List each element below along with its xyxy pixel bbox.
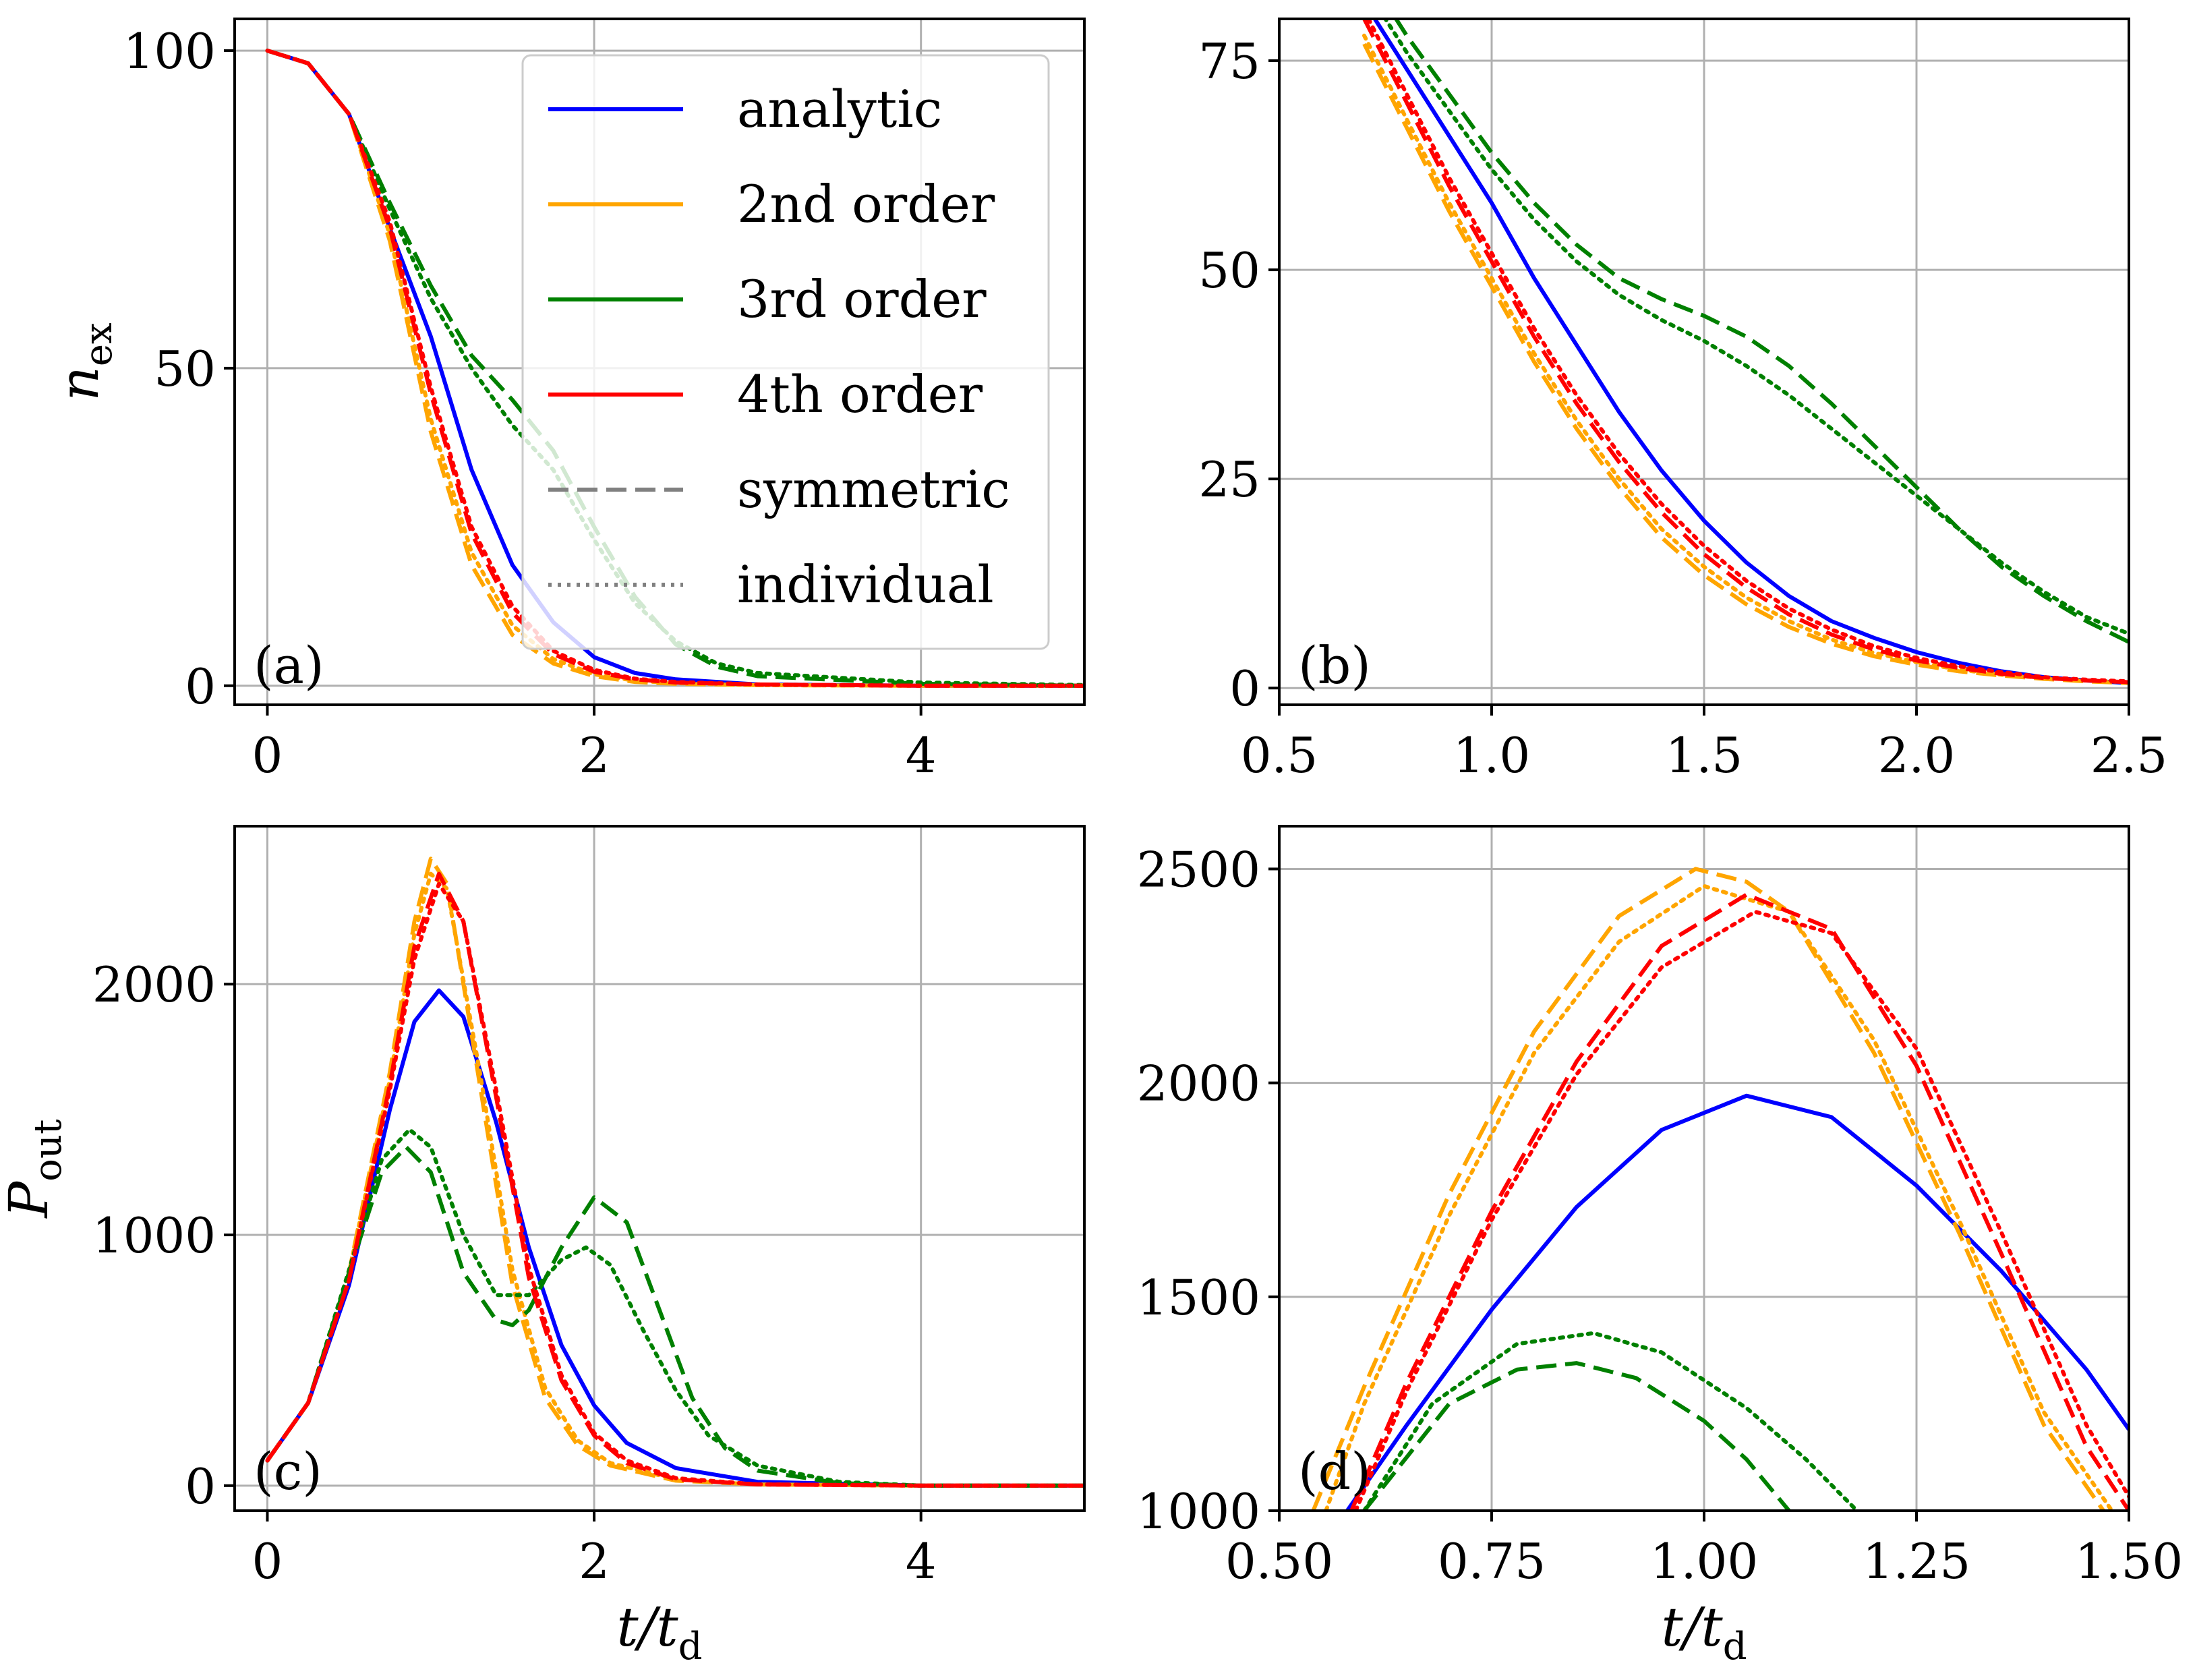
series-line-3rd-order-symmetric: [266, 1145, 1084, 1488]
panel-a: 0 2 4 0 50 100 (a) nex analytic 2nd order 3rd orde…: [48, 18, 1086, 784]
series-line-4th-order-symmetric: [266, 49, 1084, 688]
series-line-3rd-order-individual: [1382, 19, 2129, 636]
x-tick-label: 2: [579, 727, 610, 784]
series-line-2nd-order-symmetric: [266, 857, 1084, 1488]
panel-c: 0 2 4 0 1000 2000 (c) Pout t/td: [0, 825, 1086, 1669]
legend-entry-label: symmetric: [737, 459, 1010, 519]
series-line-2nd-order-symmetric: [1362, 42, 2129, 685]
legend-entry-label: individual: [737, 554, 994, 614]
series-line-4th-order-individual: [1366, 19, 2129, 684]
series-line-2nd-order-individual: [1362, 33, 2129, 685]
panel-label: (a): [254, 635, 324, 695]
x-tick-label: 2: [579, 1533, 610, 1590]
x-tick-label: 0: [252, 727, 283, 784]
plot-frame: [233, 18, 1086, 706]
x-tick-label: 4: [906, 1533, 937, 1590]
y-tick-label: 25: [1198, 451, 1260, 508]
y-tick-label: 100: [123, 23, 216, 80]
series-line-2nd-order-individual: [265, 871, 1084, 1488]
x-tick-label: 1.25: [1863, 1533, 1970, 1590]
x-tick-label: 2.0: [1878, 727, 1956, 784]
x-tick-label: 0: [252, 1533, 283, 1590]
y-tick-label: 2500: [1137, 841, 1260, 898]
panel-label: (c): [254, 1441, 322, 1501]
y-tick-label: 0: [1229, 660, 1260, 717]
y-tick-label: 50: [1198, 242, 1260, 299]
x-tick-label: 4: [906, 727, 937, 784]
series-line-4th-order-individual: [1353, 909, 2129, 1511]
series-line-4th-order-symmetric: [1349, 892, 2129, 1511]
y-tick-label: 1500: [1137, 1269, 1260, 1326]
series-line-3rd-order-symmetric: [1362, 1361, 1791, 1511]
series-line-4th-order-individual: [265, 49, 1084, 688]
x-tick-label: 1.0: [1453, 727, 1531, 784]
series-line-3rd-order-symmetric: [1393, 19, 2129, 644]
y-tick-label: 75: [1198, 33, 1260, 90]
series-line-4th-order-symmetric: [266, 871, 1084, 1488]
y-tick-label: 0: [185, 1458, 216, 1515]
y-tick-label: 2000: [1137, 1055, 1260, 1112]
series-line-4th-order-individual: [265, 881, 1084, 1488]
axis-label: t/td: [1661, 1596, 1747, 1669]
x-tick-label: 0.50: [1225, 1533, 1333, 1590]
y-tick-label: 1000: [1137, 1483, 1260, 1540]
y-tick-label: 0: [185, 658, 216, 715]
series-line-3rd-order-individual: [265, 1127, 1084, 1488]
series-line-2nd-order-individual: [1324, 884, 2114, 1511]
legend-entry-label: analytic: [737, 79, 942, 139]
y-tick-label: 50: [154, 341, 216, 397]
y-tick-label: 2000: [92, 956, 216, 1013]
plot-frame: [233, 825, 1086, 1512]
x-tick-label: 1.00: [1650, 1533, 1758, 1590]
axis-label: t/td: [616, 1596, 702, 1669]
axis-label: Pout: [0, 1119, 70, 1219]
x-tick-label: 2.5: [2090, 727, 2168, 784]
legend-entry-label: 3rd order: [737, 269, 987, 329]
panel-label: (d): [1298, 1441, 1371, 1501]
panel-b: 0.5 1.0 1.5 2.0 2.5 0 25 50 75 (b): [1198, 18, 2168, 784]
legend: analytic 2nd order 3rd order 4th order symme…: [521, 54, 1050, 650]
x-tick-label: 1.50: [2075, 1533, 2183, 1590]
panel-d: 0.50 0.75 1.00 1.25 1.50 1000 1500 2000 2500 (d) t…: [1137, 825, 2183, 1669]
series-line-2nd-order-symmetric: [1311, 867, 2105, 1511]
legend-entry-label: 4th order: [737, 364, 983, 424]
axis-label: nex: [48, 322, 121, 401]
x-tick-label: 0.5: [1241, 727, 1318, 784]
panel-label: (b): [1298, 635, 1371, 695]
series-line-3rd-order-individual: [1362, 1331, 1859, 1511]
x-tick-label: 0.75: [1438, 1533, 1546, 1590]
series-line-analytic: [1345, 1093, 2129, 1511]
y-tick-label: 1000: [92, 1207, 216, 1264]
legend-entry-label: 2nd order: [737, 174, 995, 234]
x-tick-label: 1.5: [1666, 727, 1743, 784]
